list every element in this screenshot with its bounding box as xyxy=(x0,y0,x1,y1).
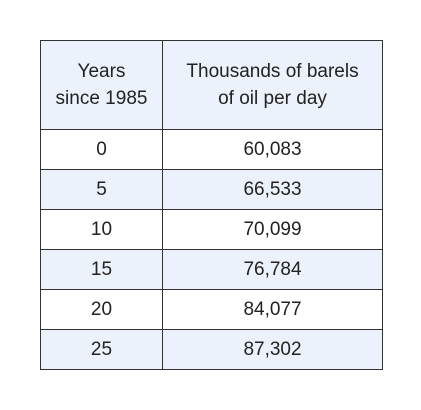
header-oil-line-1: Thousands of barels xyxy=(186,61,359,82)
table-row: 10 70,099 xyxy=(40,209,383,250)
header-oil: Thousands of barels of oil per day xyxy=(162,40,383,130)
cell-oil: 60,083 xyxy=(162,129,383,170)
cell-oil: 87,302 xyxy=(162,329,383,370)
cell-years: 5 xyxy=(40,169,163,210)
header-years-line-1: Years xyxy=(77,61,126,82)
cell-years: 15 xyxy=(40,249,163,290)
cell-oil: 70,099 xyxy=(162,209,383,250)
cell-oil: 84,077 xyxy=(162,289,383,330)
table-row: 0 60,083 xyxy=(40,129,383,170)
header-years: Years since 1985 xyxy=(40,40,163,130)
cell-years: 25 xyxy=(40,329,163,370)
data-table: Years since 1985 Thousands of barels of … xyxy=(40,40,383,370)
table-row: 20 84,077 xyxy=(40,289,383,330)
cell-years: 0 xyxy=(40,129,163,170)
cell-years: 20 xyxy=(40,289,163,330)
cell-years: 10 xyxy=(40,209,163,250)
cell-oil: 66,533 xyxy=(162,169,383,210)
cell-oil: 76,784 xyxy=(162,249,383,290)
table-row: 25 87,302 xyxy=(40,329,383,370)
header-oil-line-2: of oil per day xyxy=(218,88,327,109)
table-row: 5 66,533 xyxy=(40,169,383,210)
table-row: 15 76,784 xyxy=(40,249,383,290)
header-years-line-2: since 1985 xyxy=(55,88,148,109)
header-row: Years since 1985 Thousands of barels of … xyxy=(40,40,383,130)
